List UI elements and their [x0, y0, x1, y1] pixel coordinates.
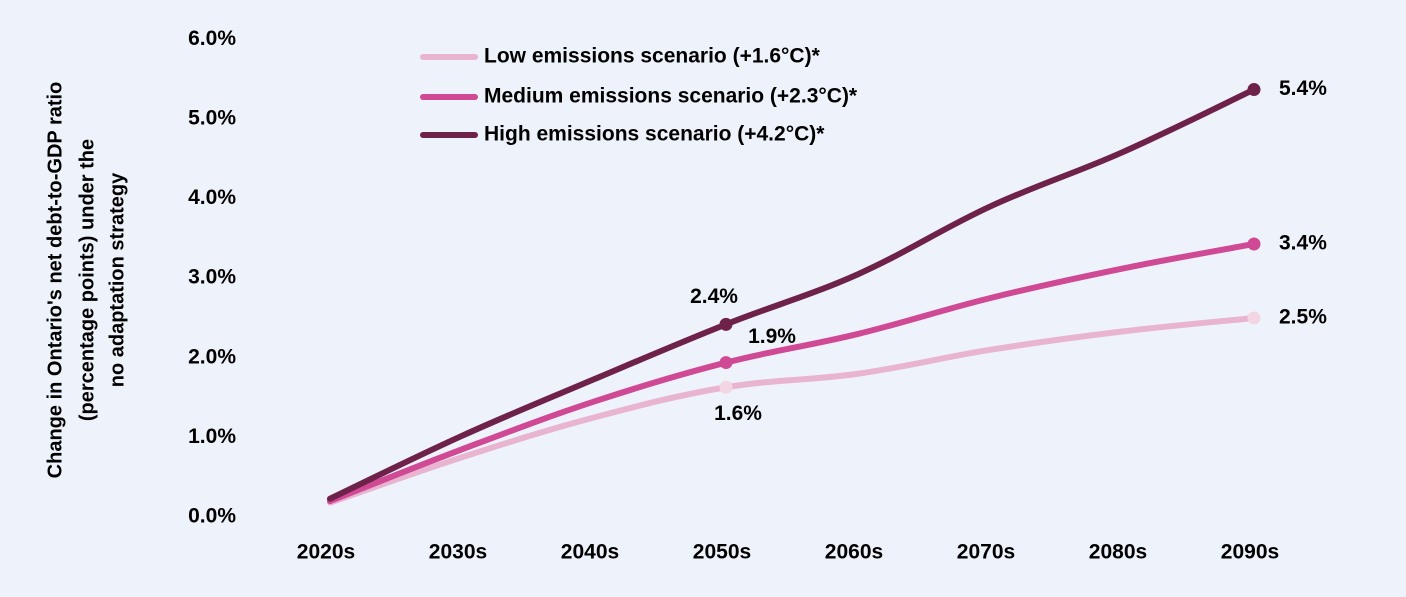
y-tick-label: 6.0%: [188, 27, 236, 50]
x-tick-label: 2070s: [957, 541, 1015, 564]
series-markers: [719, 83, 1261, 394]
data-label-low: 2.5%: [1279, 306, 1327, 329]
x-axis-ticks: 2020s 2030s 2040s 2050s 2060s 2070s 2080s 2090s: [297, 541, 1279, 564]
legend-label-medium: Medium emissions scenario (+2.3°C)*: [484, 85, 858, 108]
y-tick-label: 4.0%: [188, 186, 236, 209]
y-axis-title-line: (percentage points) under the: [76, 139, 98, 421]
legend: Low emissions scenario (+1.6°C)* Medium e…: [420, 45, 858, 146]
x-tick-label: 2050s: [693, 541, 751, 564]
y-tick-label: 3.0%: [188, 266, 236, 289]
data-point-low: [719, 380, 733, 394]
data-point-high: [1247, 83, 1261, 97]
x-tick-label: 2020s: [297, 541, 355, 564]
data-point-medium: [1247, 237, 1261, 251]
series-line-low: [327, 315, 1257, 506]
data-labels: 1.6% 2.5% 1.9% 3.4% 2.4% 5.4%: [690, 77, 1327, 425]
data-label-high: 5.4%: [1279, 77, 1327, 100]
x-tick-label: 2080s: [1089, 541, 1147, 564]
series-line-medium: [327, 240, 1257, 505]
data-point-medium: [719, 356, 733, 370]
y-tick-label: 5.0%: [188, 107, 236, 130]
data-point-low: [1247, 311, 1261, 325]
y-axis-ticks: 0.0% 1.0% 2.0% 3.0% 4.0% 5.0% 6.0%: [188, 27, 236, 528]
x-tick-label: 2030s: [429, 541, 487, 564]
legend-label-low: Low emissions scenario (+1.6°C)*: [484, 45, 821, 68]
y-tick-label: 0.0%: [188, 505, 236, 528]
data-point-high: [719, 317, 733, 331]
x-tick-label: 2040s: [561, 541, 619, 564]
y-tick-label: 1.0%: [188, 425, 236, 448]
data-label-low: 1.6%: [714, 402, 762, 425]
series-line-high: [327, 86, 1257, 502]
y-axis-title: Change in Ontario's net debt-to-GDP rati…: [44, 82, 128, 479]
data-label-high: 2.4%: [690, 285, 738, 308]
data-label-medium: 3.4%: [1279, 232, 1327, 255]
data-label-medium: 1.9%: [748, 325, 796, 348]
y-axis-title-line: Change in Ontario's net debt-to-GDP rati…: [44, 82, 66, 479]
x-tick-label: 2060s: [825, 541, 883, 564]
x-tick-label: 2090s: [1221, 541, 1279, 564]
legend-label-high: High emissions scenario (+4.2°C)*: [484, 123, 825, 146]
y-tick-label: 2.0%: [188, 345, 236, 368]
y-axis-title-line: no adaptation strategy: [106, 172, 128, 387]
series-lines: [327, 86, 1257, 506]
